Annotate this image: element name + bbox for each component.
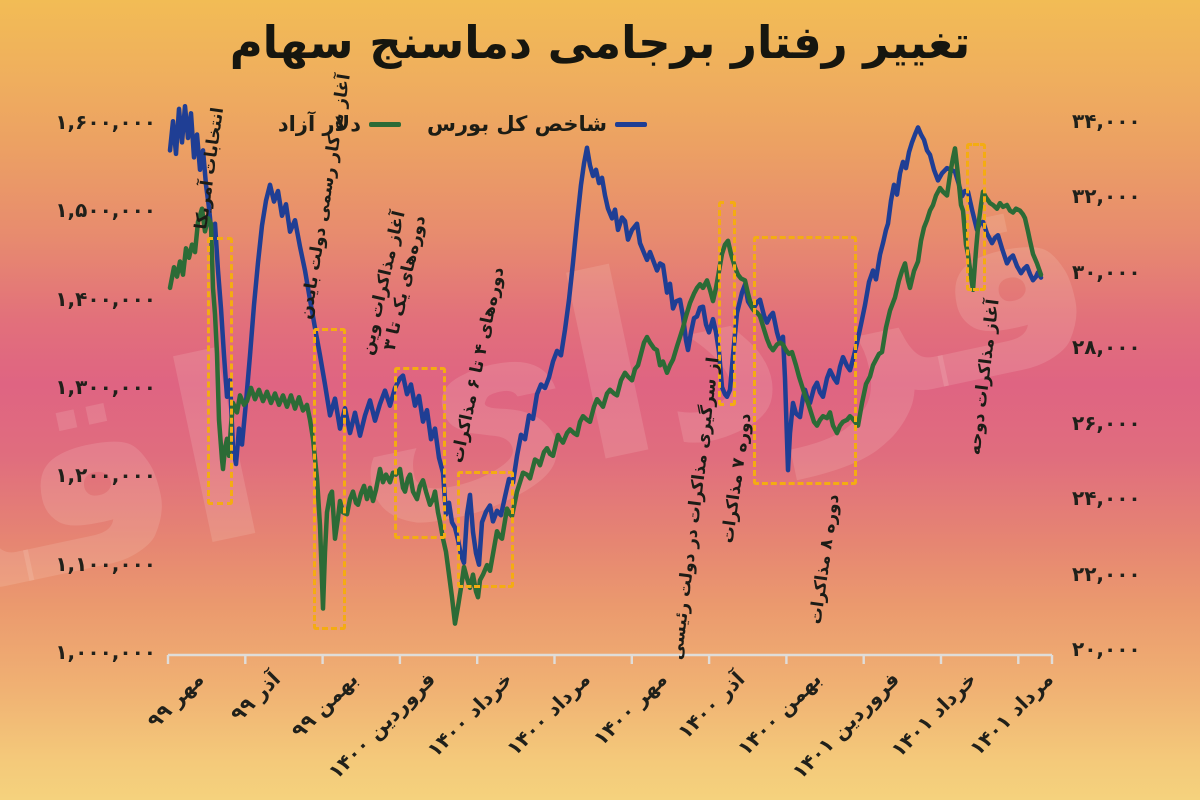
event-highlight-box bbox=[966, 143, 986, 291]
right-axis-tick-label: ۲۰,۰۰۰ bbox=[1072, 637, 1141, 661]
event-highlight-box bbox=[753, 236, 857, 485]
right-axis-tick-label: ۲۶,۰۰۰ bbox=[1072, 410, 1141, 435]
event-highlight-box bbox=[718, 201, 736, 406]
left-axis-tick-label: ۱,۰۰۰,۰۰۰ bbox=[55, 640, 156, 664]
index-line-swatch-icon bbox=[615, 121, 647, 127]
legend-item-index[interactable]: شاخص کل بورس bbox=[427, 112, 647, 136]
left-axis-tick-label: ۱,۶۰۰,۰۰۰ bbox=[55, 110, 156, 134]
left-axis-tick-label: ۱,۵۰۰,۰۰۰ bbox=[55, 198, 156, 223]
right-axis-tick-label: ۲۲,۰۰۰ bbox=[1072, 561, 1141, 586]
event-highlight-box bbox=[207, 237, 233, 505]
chart-title: تغییر رفتار برجامی دماسنج سهام bbox=[229, 16, 971, 69]
dollar-line-swatch-icon bbox=[368, 121, 401, 127]
left-axis-tick-label: ۱,۴۰۰,۰۰۰ bbox=[55, 286, 156, 311]
left-axis-tick-label: ۱,۲۰۰,۰۰۰ bbox=[55, 463, 156, 488]
legend-item-dollar[interactable]: دلار آزاد bbox=[278, 112, 401, 136]
left-axis-tick-label: ۱,۱۰۰,۰۰۰ bbox=[55, 551, 156, 576]
right-axis-tick-label: ۳۰,۰۰۰ bbox=[1072, 259, 1141, 284]
dollar-series-line bbox=[167, 146, 1044, 626]
x-axis-line bbox=[166, 653, 1054, 664]
right-axis-tick-label: ۳۲,۰۰۰ bbox=[1072, 184, 1141, 209]
right-axis-tick-label: ۲۴,۰۰۰ bbox=[1072, 486, 1141, 511]
event-highlight-box bbox=[394, 367, 446, 539]
right-axis-tick-label: ۳۴,۰۰۰ bbox=[1072, 109, 1141, 133]
event-highlight-box bbox=[457, 471, 514, 588]
legend-label-dollar: دلار آزاد bbox=[277, 112, 361, 136]
index-series-line bbox=[167, 103, 1044, 567]
legend-label-index: شاخص کل بورس bbox=[426, 112, 607, 136]
legend: شاخص کل بورس دلار آزاد bbox=[278, 112, 647, 136]
right-axis-tick-label: ۲۸,۰۰۰ bbox=[1072, 335, 1141, 360]
left-axis-tick-label: ۱,۳۰۰,۰۰۰ bbox=[55, 375, 156, 399]
event-highlight-box bbox=[313, 328, 346, 630]
